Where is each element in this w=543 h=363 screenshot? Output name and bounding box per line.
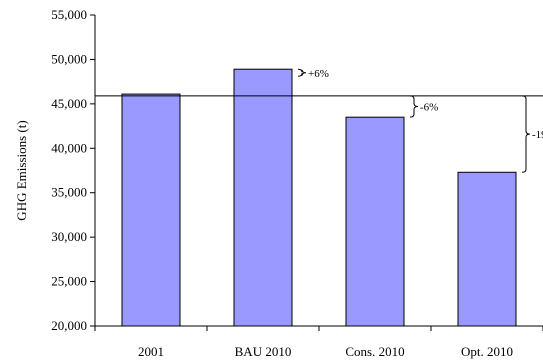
annotation-brace <box>409 95 419 118</box>
x-tick-label: Opt. 2010 <box>461 344 513 359</box>
y-axis-title: GHG Emissions (t) <box>14 120 29 220</box>
y-tick-label: 55,000 <box>51 7 87 22</box>
y-tick-label: 25,000 <box>51 274 87 289</box>
y-tick-label: 30,000 <box>51 229 87 244</box>
x-tick-label: 2001 <box>138 344 164 359</box>
y-tick-label: 50,000 <box>51 51 87 66</box>
annotation-label: +6% <box>308 68 329 80</box>
bars <box>121 68 517 327</box>
annotations: +6% -6% -19% <box>297 68 543 173</box>
x-axis: 2001 BAU 2010 Cons. 2010 Opt. 2010 <box>94 15 543 359</box>
x-tick-label: BAU 2010 <box>235 344 292 359</box>
bar <box>345 116 405 327</box>
y-tick-label: 35,000 <box>51 185 87 200</box>
y-tick-label: 20,000 <box>51 318 87 333</box>
y-axis-ticks: 20,000 25,000 30,000 35,000 40,000 45,000 50,0… <box>51 7 95 333</box>
annotation-label: -6% <box>420 102 438 114</box>
bar <box>457 171 517 327</box>
bar <box>233 68 293 327</box>
y-tick-label: 45,000 <box>51 96 87 111</box>
x-tick-label: Cons. 2010 <box>345 344 404 359</box>
annotation-brace <box>297 68 307 77</box>
bar <box>121 93 181 327</box>
annotation-label: -19% <box>532 129 543 141</box>
annotation-brace <box>521 95 531 173</box>
y-tick-label: 40,000 <box>51 140 87 155</box>
